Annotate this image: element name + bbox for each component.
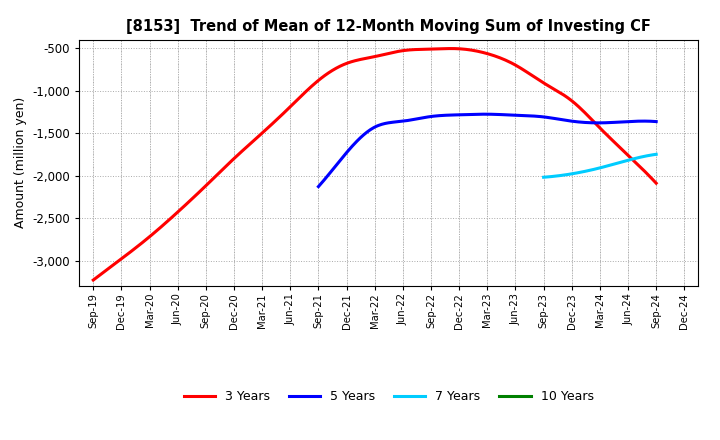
Y-axis label: Amount (million yen): Amount (million yen): [14, 97, 27, 228]
Title: [8153]  Trend of Mean of 12-Month Moving Sum of Investing CF: [8153] Trend of Mean of 12-Month Moving …: [127, 19, 651, 34]
Legend: 3 Years, 5 Years, 7 Years, 10 Years: 3 Years, 5 Years, 7 Years, 10 Years: [179, 385, 598, 408]
